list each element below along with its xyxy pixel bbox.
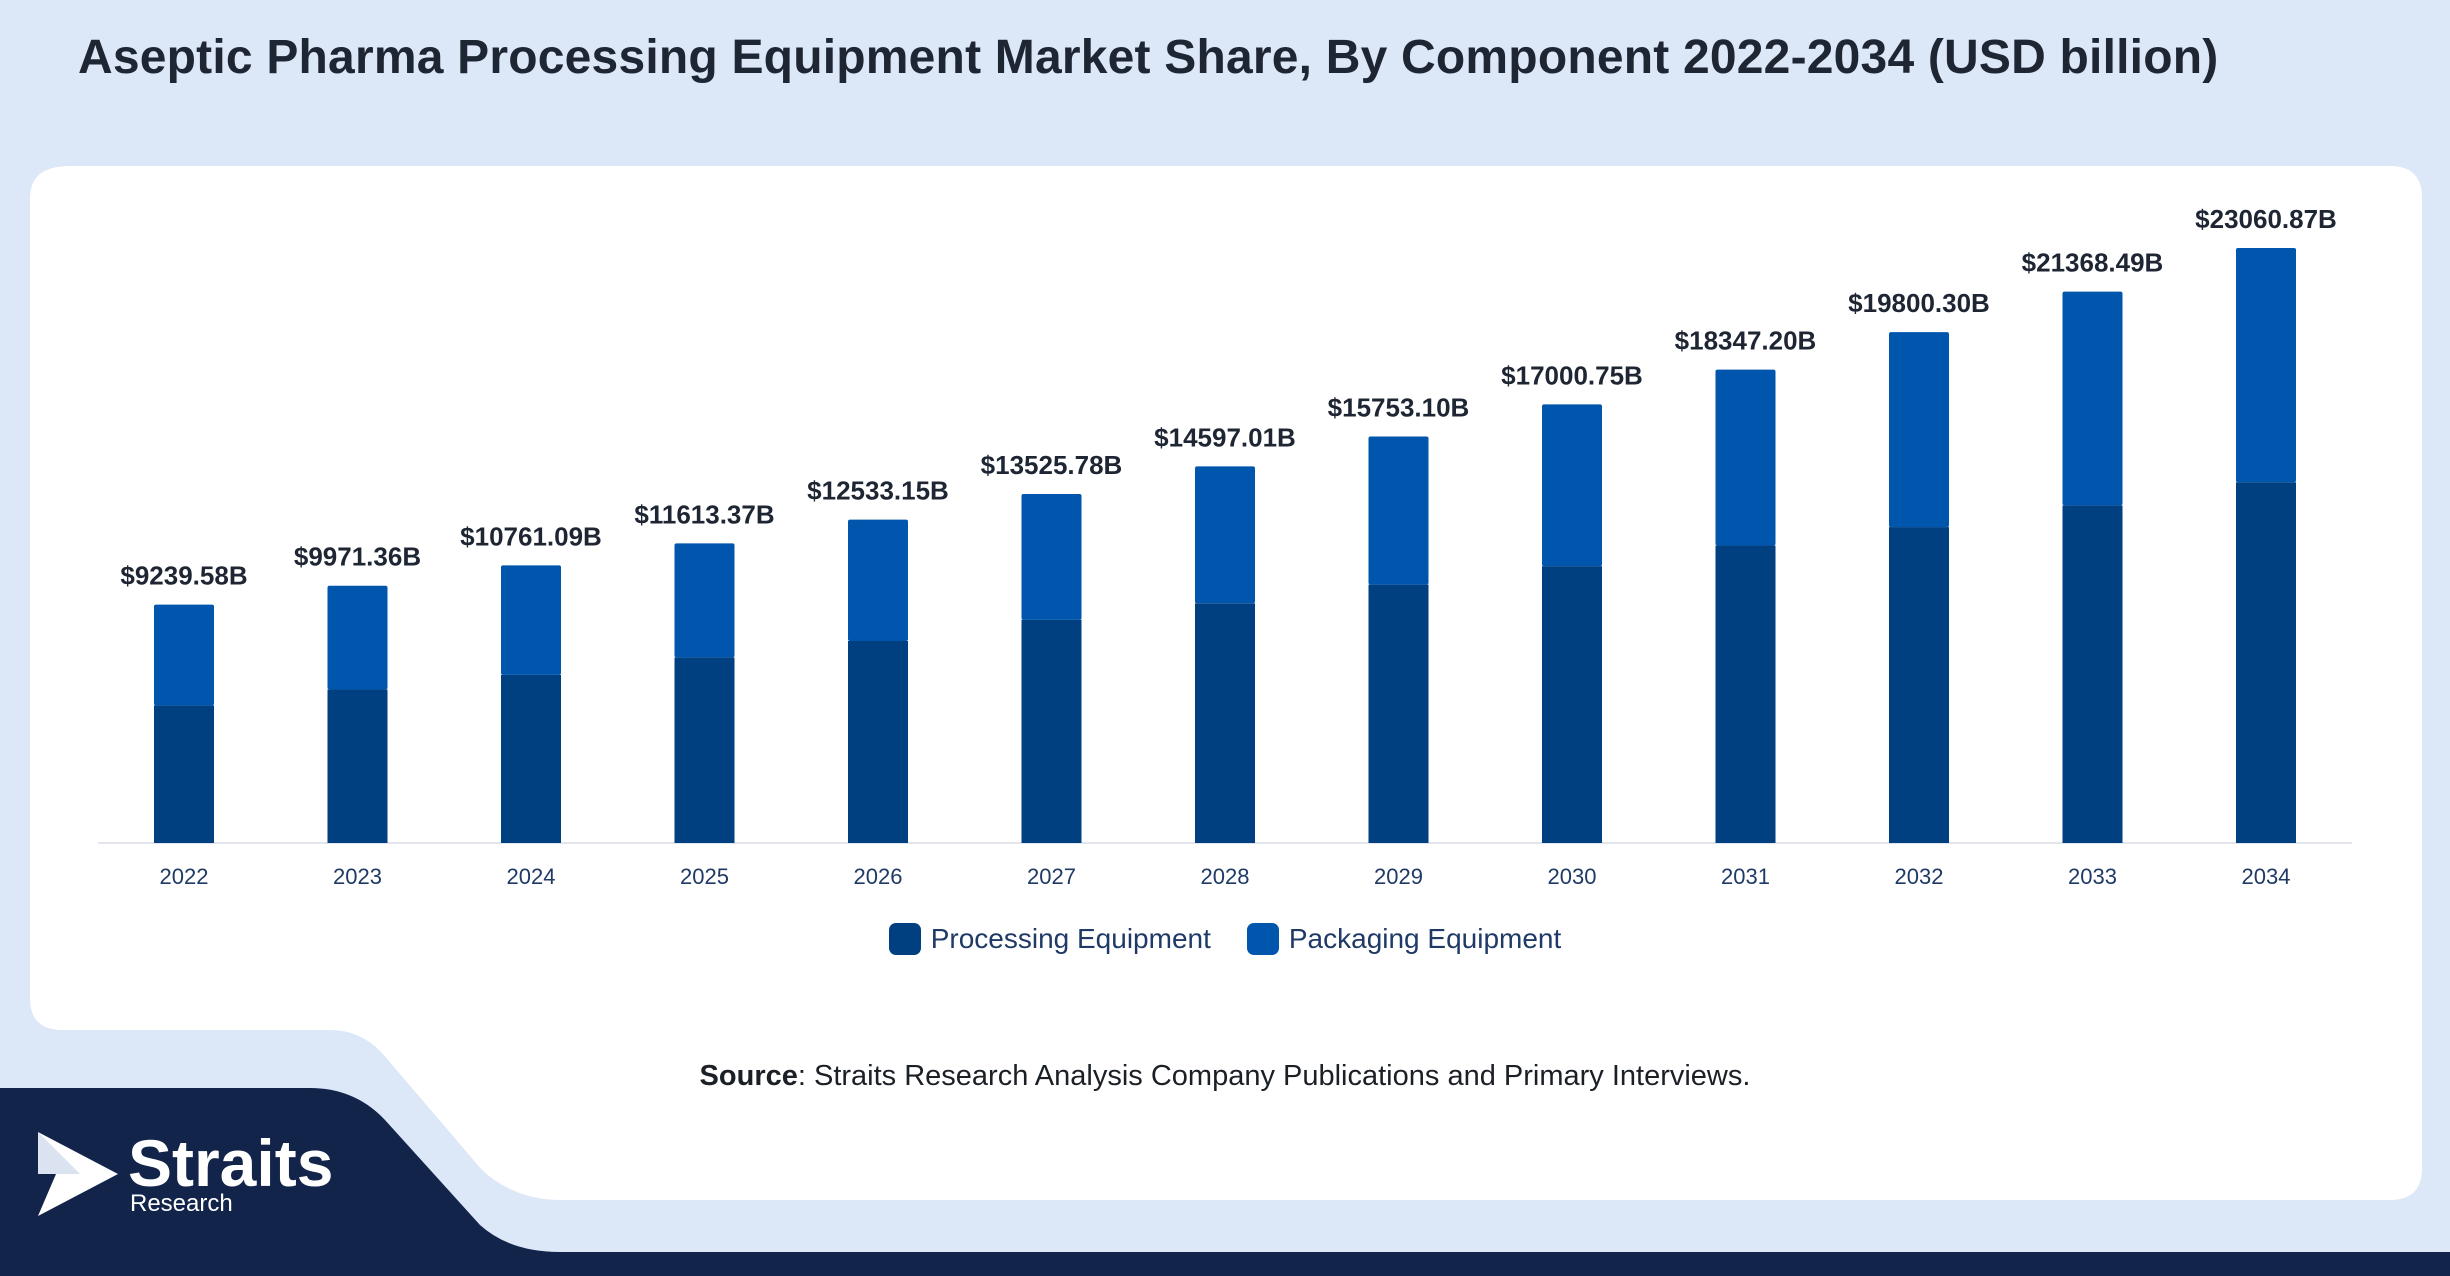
x-tick-label-2025: 2025 <box>680 864 729 889</box>
source-text: : Straits Research Analysis Company Publ… <box>797 1060 1751 1092</box>
x-tick-label-2029: 2029 <box>1374 864 1423 889</box>
bar-packaging-2025[interactable] <box>674 543 735 658</box>
data-label-2032: $19800.30B <box>1848 288 1990 318</box>
x-tick-label-2030: 2030 <box>1548 864 1597 889</box>
bar-processing-2034[interactable] <box>2236 482 2296 843</box>
legend-label-packaging: Packaging Equipment <box>1288 923 1562 954</box>
legend-item-processing[interactable]: Processing Equipment <box>888 923 1211 955</box>
data-label-2027: $13525.78B <box>981 450 1123 480</box>
bar-packaging-2026[interactable] <box>848 519 908 642</box>
legend-swatch-packaging <box>1246 923 1279 955</box>
bar-packaging-2034[interactable] <box>2236 247 2296 483</box>
legend-swatch-processing <box>888 923 921 955</box>
x-tick-label-2034: 2034 <box>2242 864 2291 889</box>
bar-processing-2033[interactable] <box>2062 505 2123 843</box>
legend-label-processing: Processing Equipment <box>930 923 1211 954</box>
x-tick-label-2032: 2032 <box>1895 864 1944 889</box>
straits-logo-icon <box>38 1132 118 1216</box>
page-title: Aseptic Pharma Processing Equipment Mark… <box>78 31 2219 84</box>
bar-processing-2029[interactable] <box>1368 584 1429 843</box>
bar-packaging-2031[interactable] <box>1715 369 1776 546</box>
data-label-2029: $15753.10B <box>1328 393 1470 423</box>
bar-packaging-2029[interactable] <box>1368 436 1429 585</box>
bar-processing-2022[interactable] <box>154 705 214 843</box>
bar-processing-2030[interactable] <box>1542 566 1602 843</box>
logo-sub: Research <box>130 1190 233 1217</box>
bar-processing-2024[interactable] <box>501 674 561 843</box>
data-label-2025: $11613.37B <box>634 499 774 529</box>
bar-processing-2023[interactable] <box>327 689 388 843</box>
data-label-2028: $14597.01B <box>1154 422 1296 452</box>
data-label-2033: $21368.49B <box>2022 248 2164 278</box>
data-label-2024: $10761.09B <box>460 521 602 551</box>
x-tick-label-2026: 2026 <box>854 864 903 889</box>
bar-packaging-2032[interactable] <box>1889 332 1949 528</box>
x-tick-label-2033: 2033 <box>2068 864 2117 889</box>
bar-packaging-2023[interactable] <box>327 585 388 690</box>
bar-processing-2025[interactable] <box>674 657 735 843</box>
data-label-2022: $9239.58B <box>120 561 247 591</box>
bar-packaging-2030[interactable] <box>1542 404 1602 567</box>
bar-processing-2028[interactable] <box>1195 603 1255 843</box>
legend-item-packaging[interactable]: Packaging Equipment <box>1246 923 1562 955</box>
bar-processing-2026[interactable] <box>848 641 908 843</box>
bar-packaging-2027[interactable] <box>1021 494 1082 620</box>
bar-packaging-2033[interactable] <box>2062 291 2123 506</box>
data-label-2034: $23060.87B <box>2195 204 2337 234</box>
data-label-2030: $17000.75B <box>1501 360 1643 390</box>
bar-packaging-2024[interactable] <box>501 565 561 675</box>
x-tick-label-2031: 2031 <box>1721 864 1770 889</box>
bar-packaging-2028[interactable] <box>1195 466 1255 604</box>
data-label-2023: $9971.36B <box>294 542 421 572</box>
bar-packaging-2022[interactable] <box>154 604 214 706</box>
x-tick-label-2027: 2027 <box>1027 864 1076 889</box>
x-tick-label-2024: 2024 <box>507 864 556 889</box>
data-label-2026: $12533.15B <box>807 476 949 506</box>
source-label: Source <box>699 1060 798 1092</box>
x-tick-label-2023: 2023 <box>333 864 382 889</box>
data-label-2031: $18347.20B <box>1675 326 1817 356</box>
bar-processing-2027[interactable] <box>1021 619 1082 843</box>
x-tick-label-2022: 2022 <box>160 864 209 889</box>
logo-name: Straits <box>128 1126 334 1200</box>
x-tick-label-2028: 2028 <box>1201 864 1250 889</box>
bar-processing-2031[interactable] <box>1715 545 1776 843</box>
source-note: Source: Straits Research Analysis Compan… <box>0 1060 2450 1093</box>
chart-legend: Processing Equipment Packaging Equipment <box>0 923 2450 955</box>
bar-processing-2032[interactable] <box>1889 527 1949 843</box>
footer-dark-band <box>0 1088 2450 1276</box>
